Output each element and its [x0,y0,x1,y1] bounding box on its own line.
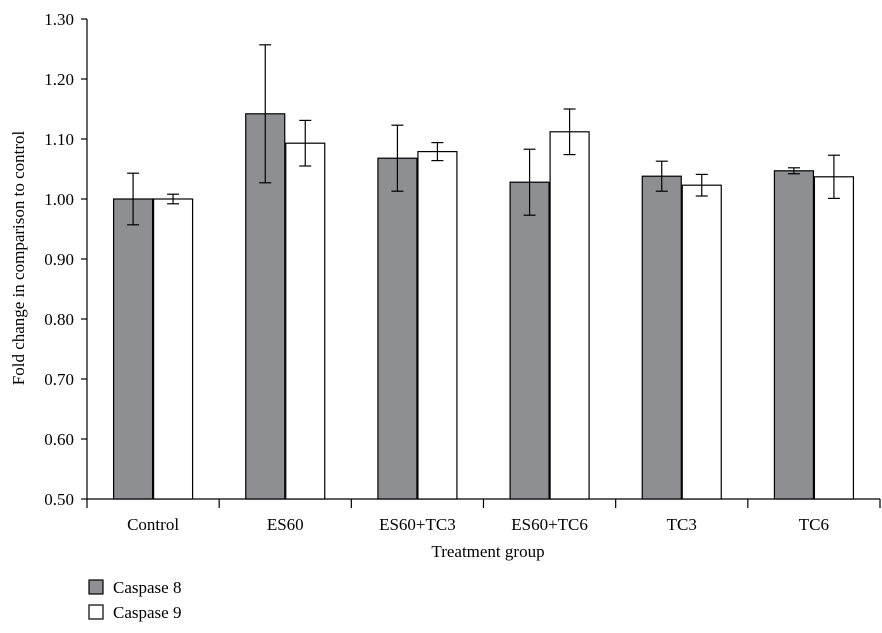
y-tick-label: 0.60 [44,430,74,449]
bar-caspase9 [417,151,458,500]
y-tick-label: 1.20 [44,70,74,89]
bar-caspase9 [152,198,194,500]
y-axis-title: Fold change in comparison to control [9,130,28,385]
y-tick-label: 0.80 [44,310,74,329]
bar-caspase8 [509,181,550,500]
x-tick-label: TC3 [667,515,697,534]
legend-swatch [88,579,104,595]
legend-label: Caspase 8 [113,578,181,597]
bar-caspase8 [377,157,418,500]
legend-label: Caspase 9 [113,603,181,622]
bar-caspase8 [112,198,154,500]
y-tick-label: 0.50 [44,490,74,509]
legend: Caspase 8 Caspase 9 [88,578,181,622]
bar-caspase9 [681,184,722,500]
bar-caspase8 [773,170,815,500]
x-tick-label: ES60+TC3 [379,515,456,534]
x-tick-label: ES60+TC6 [511,515,588,534]
y-tick-label: 1.10 [44,130,74,149]
y-tick-label: 1.00 [44,190,74,209]
y-tick-label: 0.90 [44,250,74,269]
y-axis: 0.50 0.60 0.70 0.80 0.90 1.00 1.10 1.20 1.30 [44,10,88,509]
x-axis: Control ES60 ES60+TC3 ES60+TC6 TC3 TC6 [86,498,881,534]
bar-caspase9 [285,142,326,500]
legend-swatch [88,604,104,620]
x-axis-title: Treatment group [431,542,544,561]
error-bars-group [127,44,840,226]
bar-caspase9 [813,176,855,500]
x-tick-label: TC6 [799,515,829,534]
y-tick-label: 1.30 [44,10,74,29]
x-tick-label: Control [127,515,179,534]
y-tick-label: 0.70 [44,370,74,389]
x-tick-label: ES60 [267,515,304,534]
bars-group [112,113,855,500]
bar-caspase9 [549,131,590,500]
bar-caspase8 [641,175,682,500]
